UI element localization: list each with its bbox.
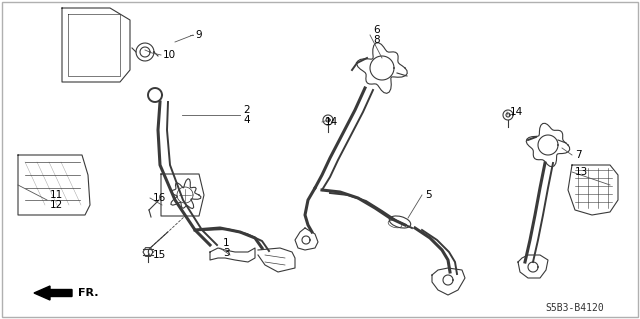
Text: 6: 6 xyxy=(373,25,380,35)
Text: 5: 5 xyxy=(425,190,431,200)
Text: 7: 7 xyxy=(575,150,582,160)
Text: 10: 10 xyxy=(163,50,176,60)
Text: 16: 16 xyxy=(153,193,166,203)
Text: 11: 11 xyxy=(50,190,63,200)
Text: S5B3-B4120: S5B3-B4120 xyxy=(546,303,604,313)
Text: 12: 12 xyxy=(50,200,63,210)
Text: 4: 4 xyxy=(243,115,250,125)
FancyArrow shape xyxy=(34,286,72,300)
Text: 9: 9 xyxy=(195,30,202,40)
Text: 3: 3 xyxy=(223,248,230,258)
Text: 14: 14 xyxy=(510,107,524,117)
Text: 13: 13 xyxy=(575,167,588,177)
Text: 1: 1 xyxy=(223,238,230,248)
Text: 8: 8 xyxy=(373,35,380,45)
Text: 15: 15 xyxy=(153,250,166,260)
Text: 14: 14 xyxy=(325,117,339,127)
Text: 2: 2 xyxy=(243,105,250,115)
Text: FR.: FR. xyxy=(78,288,99,298)
